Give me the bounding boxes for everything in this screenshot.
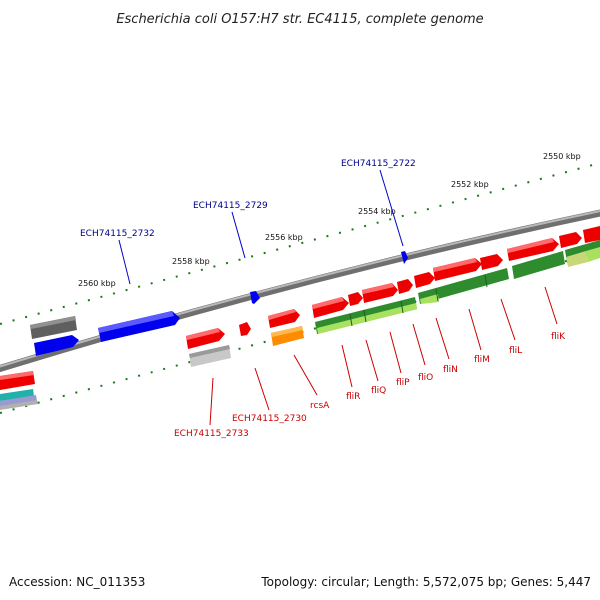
leader-lines-lower: [209, 286, 558, 426]
label-ech74115-2733: ECH74115_2733: [174, 429, 249, 439]
gene-rcsa[interactable]: [268, 309, 300, 328]
gene-rcsa-orange[interactable]: [271, 326, 304, 346]
gene-flik[interactable]: [507, 238, 559, 261]
gene-flim[interactable]: [433, 258, 482, 281]
gene-ech74115-2722[interactable]: [401, 251, 408, 264]
gene-red-right[interactable]: [559, 226, 600, 248]
gene-red-left[interactable]: [0, 371, 35, 390]
tick-label-2556: 2556 kbp: [265, 233, 303, 242]
label-ech74115-2730: ECH74115_2730: [232, 414, 307, 424]
tick-label-2552: 2552 kbp: [451, 180, 489, 189]
gene-blue-small[interactable]: [34, 335, 79, 356]
cds-track: [315, 240, 600, 334]
tick-label-2558: 2558 kbp: [172, 257, 210, 266]
leader-lines-upper: [118, 169, 404, 285]
label-fliq: fliQ: [371, 386, 386, 396]
label-ech74115-2729: ECH74115_2729: [193, 201, 268, 211]
label-flir: fliR: [346, 392, 360, 402]
gene-fliq[interactable]: [348, 292, 363, 306]
gene-ech74115-2733[interactable]: [186, 328, 225, 349]
label-flip: fliP: [396, 378, 410, 388]
scale-track-upper: [0, 162, 600, 325]
label-flio: fliO: [418, 373, 433, 383]
gene-flir[interactable]: [312, 297, 349, 318]
label-flin: fliN: [443, 365, 458, 375]
gene-gray-left[interactable]: [30, 316, 77, 339]
label-flik: fliK: [551, 332, 566, 342]
topology-text: Topology: circular; Length: 5,572,075 bp…: [260, 575, 591, 589]
gene-flio[interactable]: [397, 279, 413, 294]
label-ech74115-2722: ECH74115_2722: [341, 159, 416, 169]
gene-flil[interactable]: [480, 254, 503, 270]
label-flil: fliL: [509, 346, 522, 356]
gene-ech74115-2730[interactable]: [239, 322, 251, 336]
label-rcsa: rcsA: [310, 401, 330, 411]
tick-label-2554: 2554 kbp: [358, 207, 396, 216]
gene-ech74115-2729[interactable]: [250, 291, 260, 304]
feature-stack-left: [0, 389, 38, 410]
gene-gray-lower[interactable]: [189, 345, 231, 367]
map-title: Escherichia coli O157:H7 str. EC4115, co…: [116, 12, 483, 27]
gene-flin[interactable]: [414, 272, 435, 288]
genome-backbone: [0, 209, 600, 373]
tick-label-2560: 2560 kbp: [78, 279, 116, 288]
accession-text: Accession: NC_011353: [9, 575, 145, 589]
label-ech74115-2732: ECH74115_2732: [80, 229, 155, 239]
gene-flip[interactable]: [362, 283, 398, 303]
gene-ech74115-2732[interactable]: [98, 311, 180, 342]
tick-label-2550: 2550 kbp: [543, 152, 581, 161]
label-flim: fliM: [474, 355, 490, 365]
